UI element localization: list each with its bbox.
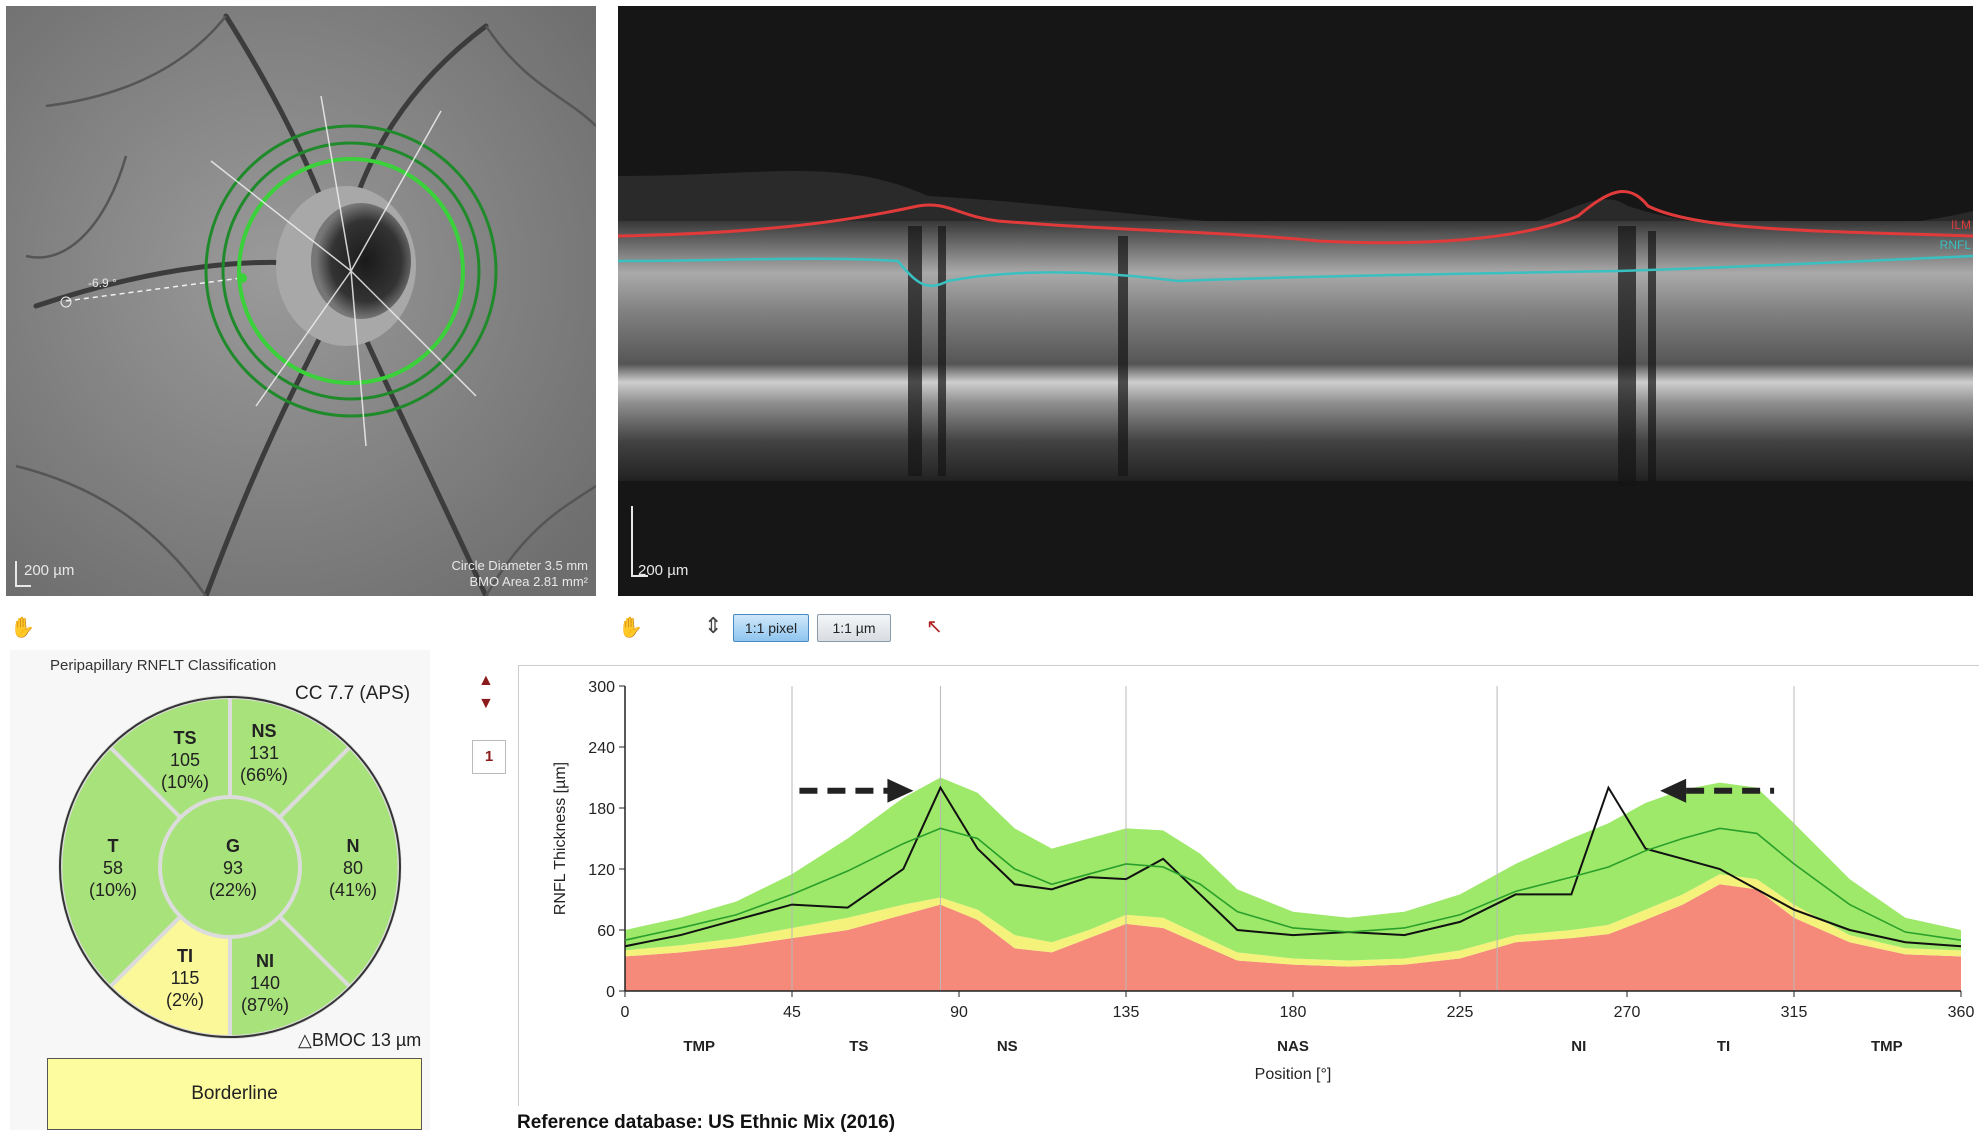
classification-title: Peripapillary RNFLT Classification xyxy=(50,657,277,674)
rnfl-thickness-chart: 0 60 120 180 240 300 0 45 90 135 180 225 270 315 360 TM… xyxy=(518,665,1979,1106)
ilm-layer-label: ILM xyxy=(1950,218,1971,232)
sector-axis-label: NI xyxy=(1571,1038,1586,1055)
circle-diameter-label: Circle Diameter 3.5 mm xyxy=(451,558,588,573)
oct-bscan-image: 200 µm ILM RNFL xyxy=(618,6,1973,596)
rnfl-thickness-line xyxy=(624,785,1962,948)
sector-chart xyxy=(58,695,402,1040)
sector-t-name: T xyxy=(107,836,119,856)
sector-axis-label: TI xyxy=(1717,1038,1730,1055)
annotation-arrowhead-right xyxy=(887,778,914,803)
x-tick-label: 225 xyxy=(1447,1004,1474,1021)
x-tick-label: 45 xyxy=(783,1004,801,1021)
sector-ti-text: TI 115 (2%) xyxy=(155,945,215,1011)
x-tick-label: 135 xyxy=(1113,1004,1140,1021)
outside-normal-band xyxy=(625,884,1961,991)
sector-n-text: N 80 (41%) xyxy=(323,835,383,901)
sector-g-pct: (22%) xyxy=(208,880,257,900)
x-axis-title: Position [°] xyxy=(1255,1066,1332,1083)
y-tick-label: 240 xyxy=(588,740,615,757)
sector-ni-pct: (87%) xyxy=(240,995,289,1015)
fit-vertical-icon[interactable]: ⇕ xyxy=(704,613,723,638)
annotation-arrowhead-left xyxy=(1660,778,1687,803)
rnfl-layer-label: RNFL xyxy=(1939,238,1971,252)
sector-ts-text: TS 105 (10%) xyxy=(155,727,215,793)
y-tick-label: 180 xyxy=(588,801,615,818)
sector-axis-label: TMP xyxy=(1871,1038,1903,1055)
x-tick-label: 270 xyxy=(1614,1004,1641,1021)
one-to-one-micron-button[interactable]: 1:1 µm xyxy=(817,614,891,642)
sector-g-name: G xyxy=(225,836,240,856)
sector-axis-label: TMP xyxy=(683,1038,715,1055)
x-tick-label: 0 xyxy=(621,1004,630,1021)
sector-g-text: G 93 (22%) xyxy=(203,835,263,901)
sector-t-pct: (10%) xyxy=(88,880,137,900)
x-tick-label: 90 xyxy=(950,1004,968,1021)
sector-ns-pct: (66%) xyxy=(239,765,288,785)
page-number-box[interactable]: 1 xyxy=(472,740,506,774)
sector-ni-text: NI 140 (87%) xyxy=(235,950,295,1016)
within-normal-band xyxy=(625,777,1961,961)
sector-g xyxy=(158,795,302,939)
scroll-up-icon[interactable]: ▲ xyxy=(478,672,494,689)
sector-ti-name: TI xyxy=(177,946,193,966)
normal-mean-line xyxy=(624,827,1962,941)
pointer-icon[interactable]: ↖ xyxy=(926,616,943,638)
y-tick-label: 120 xyxy=(588,862,615,879)
sector-ts-pct: (10%) xyxy=(160,772,209,792)
sector-n-pct: (41%) xyxy=(328,880,377,900)
sector-n-value: 80 xyxy=(342,858,364,878)
sector-axis-label: NAS xyxy=(1277,1038,1309,1055)
y-tick-label: 60 xyxy=(597,923,615,940)
hand-icon-fundus[interactable]: ✋ xyxy=(10,617,35,639)
hand-icon[interactable]: ✋ xyxy=(618,617,643,639)
sector-g-value: 93 xyxy=(222,858,244,878)
sector-ti-value: 115 xyxy=(170,968,200,988)
sector-ns-text: NS 131 (66%) xyxy=(234,720,294,786)
sector-t-text: T 58 (10%) xyxy=(83,835,143,901)
bmo-area-label: BMO Area 2.81 mm² xyxy=(469,574,588,589)
scroll-down-icon[interactable]: ▼ xyxy=(478,695,494,712)
bmo-label: △BMOC 13 µm xyxy=(298,1030,422,1050)
sector-ns-value: 131 xyxy=(248,743,280,763)
sector-ni-name: NI xyxy=(256,951,274,971)
y-axis-title: RNFL Thickness [µm] xyxy=(552,762,569,915)
sector-ti-pct: (2%) xyxy=(165,990,204,1010)
sector-ts-name: TS xyxy=(173,728,197,748)
sector-ni-value: 140 xyxy=(249,973,281,993)
x-tick-label: 180 xyxy=(1280,1004,1307,1021)
reference-database-label: Reference database: US Ethnic Mix (2016) xyxy=(517,1112,896,1133)
y-tick-label: 0 xyxy=(606,984,615,1001)
classification-result-box: Borderline xyxy=(47,1058,422,1130)
oct-scale-label: 200 µm xyxy=(638,562,689,579)
sector-t-value: 58 xyxy=(102,858,124,878)
sector-ns-name: NS xyxy=(251,721,277,741)
x-tick-label: 360 xyxy=(1948,1004,1975,1021)
fundus-image: 200 µm -6.9 ° Circle Diameter 3.5 mm BMO… xyxy=(6,6,596,596)
cc-label: CC 7.7 (APS) xyxy=(295,683,411,704)
sector-axis-label: NS xyxy=(997,1038,1018,1055)
x-tick-label: 315 xyxy=(1781,1004,1808,1021)
fundus-scale-label: 200 µm xyxy=(24,562,75,579)
one-to-one-pixel-button[interactable]: 1:1 pixel xyxy=(733,614,809,642)
sector-ts-value: 105 xyxy=(169,750,201,770)
fundus-angle-label: -6.9 ° xyxy=(88,276,117,290)
sector-axis-label: TS xyxy=(849,1038,868,1055)
sector-n-name: N xyxy=(346,836,360,856)
y-tick-label: 300 xyxy=(588,679,615,696)
